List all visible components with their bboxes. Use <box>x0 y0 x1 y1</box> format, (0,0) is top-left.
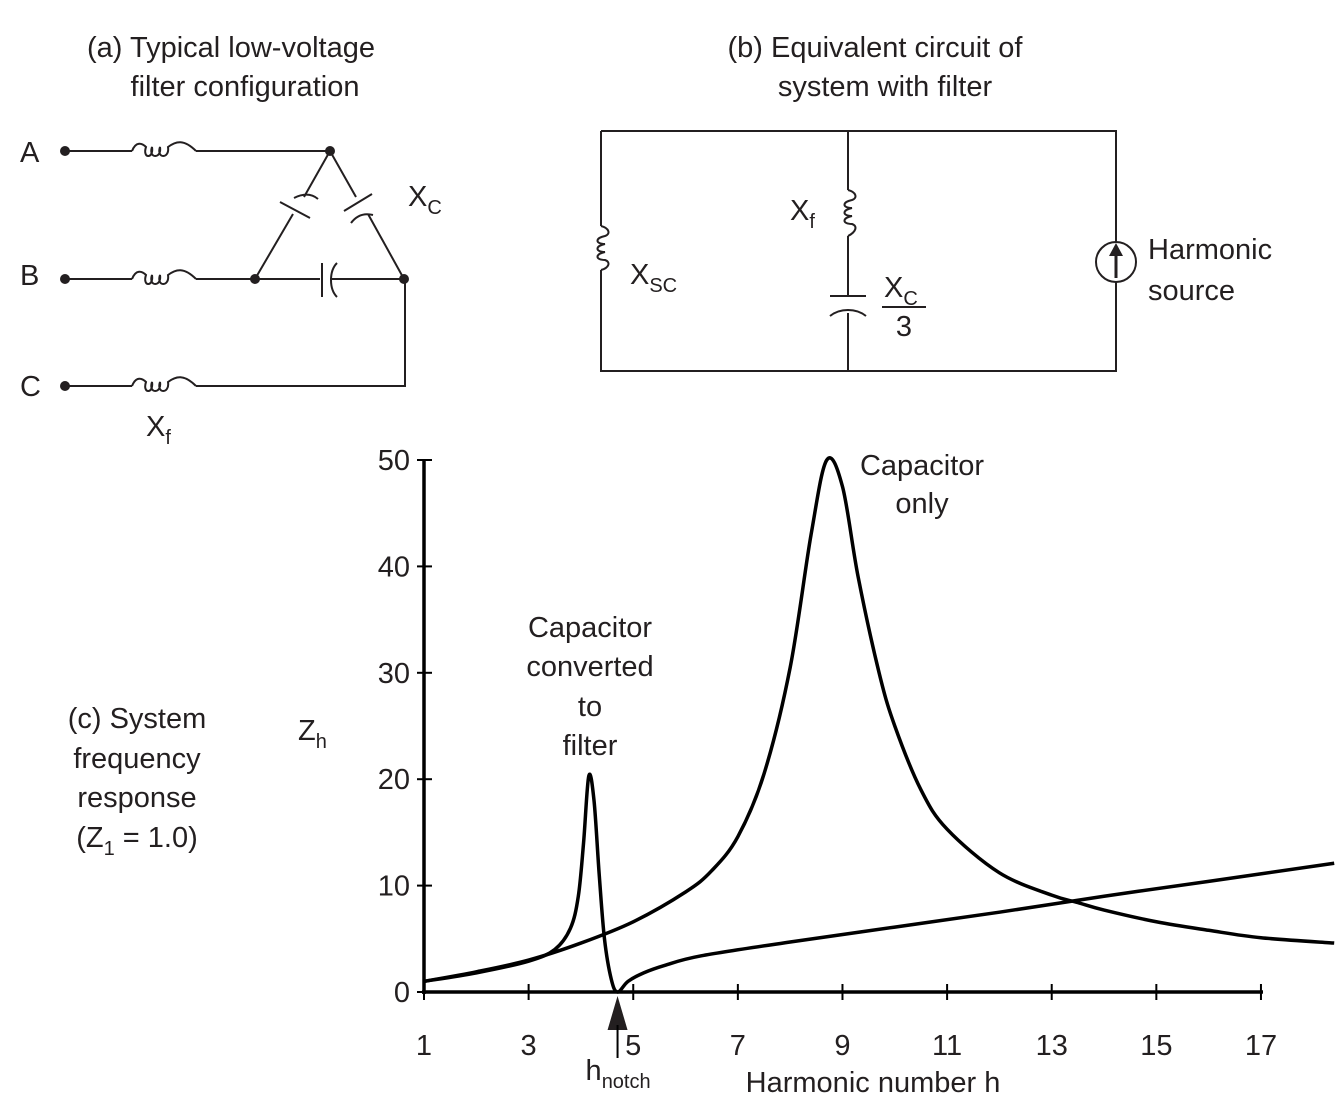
x-tick-label: 11 <box>932 1030 962 1062</box>
panel-a-title-line1: (a) Typical low-voltage <box>87 32 375 64</box>
notch-arrow-icon <box>607 996 628 1030</box>
series-label-line: converted <box>526 651 653 683</box>
xc-over-3-numerator: XC <box>884 272 918 310</box>
x-tick-label: 7 <box>730 1030 746 1062</box>
panel-c-label: (c) System frequency response (Z1 = 1.0) <box>68 703 207 860</box>
xsc-label: XSC <box>630 259 677 297</box>
series-label-line: filter <box>563 730 618 762</box>
y-axis-label: Zh <box>298 715 327 753</box>
capacitor-icon <box>829 295 867 317</box>
series-label-line: Capacitor <box>860 450 984 482</box>
phase-wires <box>65 150 406 387</box>
panel-c-line1: (c) System <box>68 703 207 735</box>
panel-c-line2: frequency <box>73 743 201 775</box>
y-tick-label: 50 <box>378 445 410 477</box>
panel-a-title-line2: filter configuration <box>131 71 360 103</box>
terminal-dots <box>60 146 409 391</box>
x-tick-label: 13 <box>1036 1030 1068 1062</box>
panel-a: (a) Typical low-voltage filter configura… <box>20 32 442 449</box>
y-tick-label: 0 <box>394 977 410 1009</box>
panel-c-z1: (Z1 = 1.0) <box>76 822 198 860</box>
x-tick-label: 17 <box>1245 1030 1277 1062</box>
notch-annotation: hnotch <box>586 996 651 1093</box>
inductor-icon <box>596 189 857 271</box>
phase-label-a: A <box>20 137 40 169</box>
phase-label-b: B <box>20 260 39 292</box>
y-tick-label: 10 <box>378 871 410 903</box>
source-label-line2: source <box>1148 275 1235 307</box>
equivalent-circuit-wires <box>600 130 1117 372</box>
capacitor-icon <box>279 193 374 298</box>
x-tick-label: 3 <box>521 1030 537 1062</box>
phase-label-c: C <box>20 371 41 403</box>
series-capacitor-filter <box>423 772 1335 994</box>
series-label-line: Capacitor <box>528 612 652 644</box>
panel-c-line3: response <box>77 782 196 814</box>
series-capacitor-only <box>423 456 1335 984</box>
x-tick-label: 15 <box>1140 1030 1172 1062</box>
x-tick-label: 1 <box>416 1030 432 1062</box>
x-tick-label: 5 <box>625 1030 641 1062</box>
series-label-line: only <box>895 488 949 520</box>
x-tick-label: 9 <box>834 1030 850 1062</box>
panel-b: (b) Equivalent circuit of system with fi… <box>596 32 1272 372</box>
xf-label-b: Xf <box>790 195 815 233</box>
x-axis-label: Harmonic number h <box>746 1067 1001 1093</box>
inductor-icon <box>131 141 197 392</box>
panel-b-title-line2: system with filter <box>778 71 993 103</box>
notch-label: hnotch <box>586 1055 651 1093</box>
current-source-icon <box>1095 241 1137 283</box>
y-tick-label: 30 <box>378 658 410 690</box>
series-label-line: to <box>578 691 602 723</box>
y-tick-label: 20 <box>378 764 410 796</box>
source-label-line1: Harmonic <box>1148 234 1272 266</box>
series-label-filter: Capacitor converted to filter <box>526 612 653 762</box>
xc-label: XC <box>408 181 442 219</box>
panel-b-title-line1: (b) Equivalent circuit of <box>728 32 1024 64</box>
xc-over-3-denominator: 3 <box>896 311 912 343</box>
series-label-capacitor-only: Capacitor only <box>860 450 984 520</box>
xf-label: Xf <box>146 411 171 449</box>
y-tick-label: 40 <box>378 551 410 583</box>
